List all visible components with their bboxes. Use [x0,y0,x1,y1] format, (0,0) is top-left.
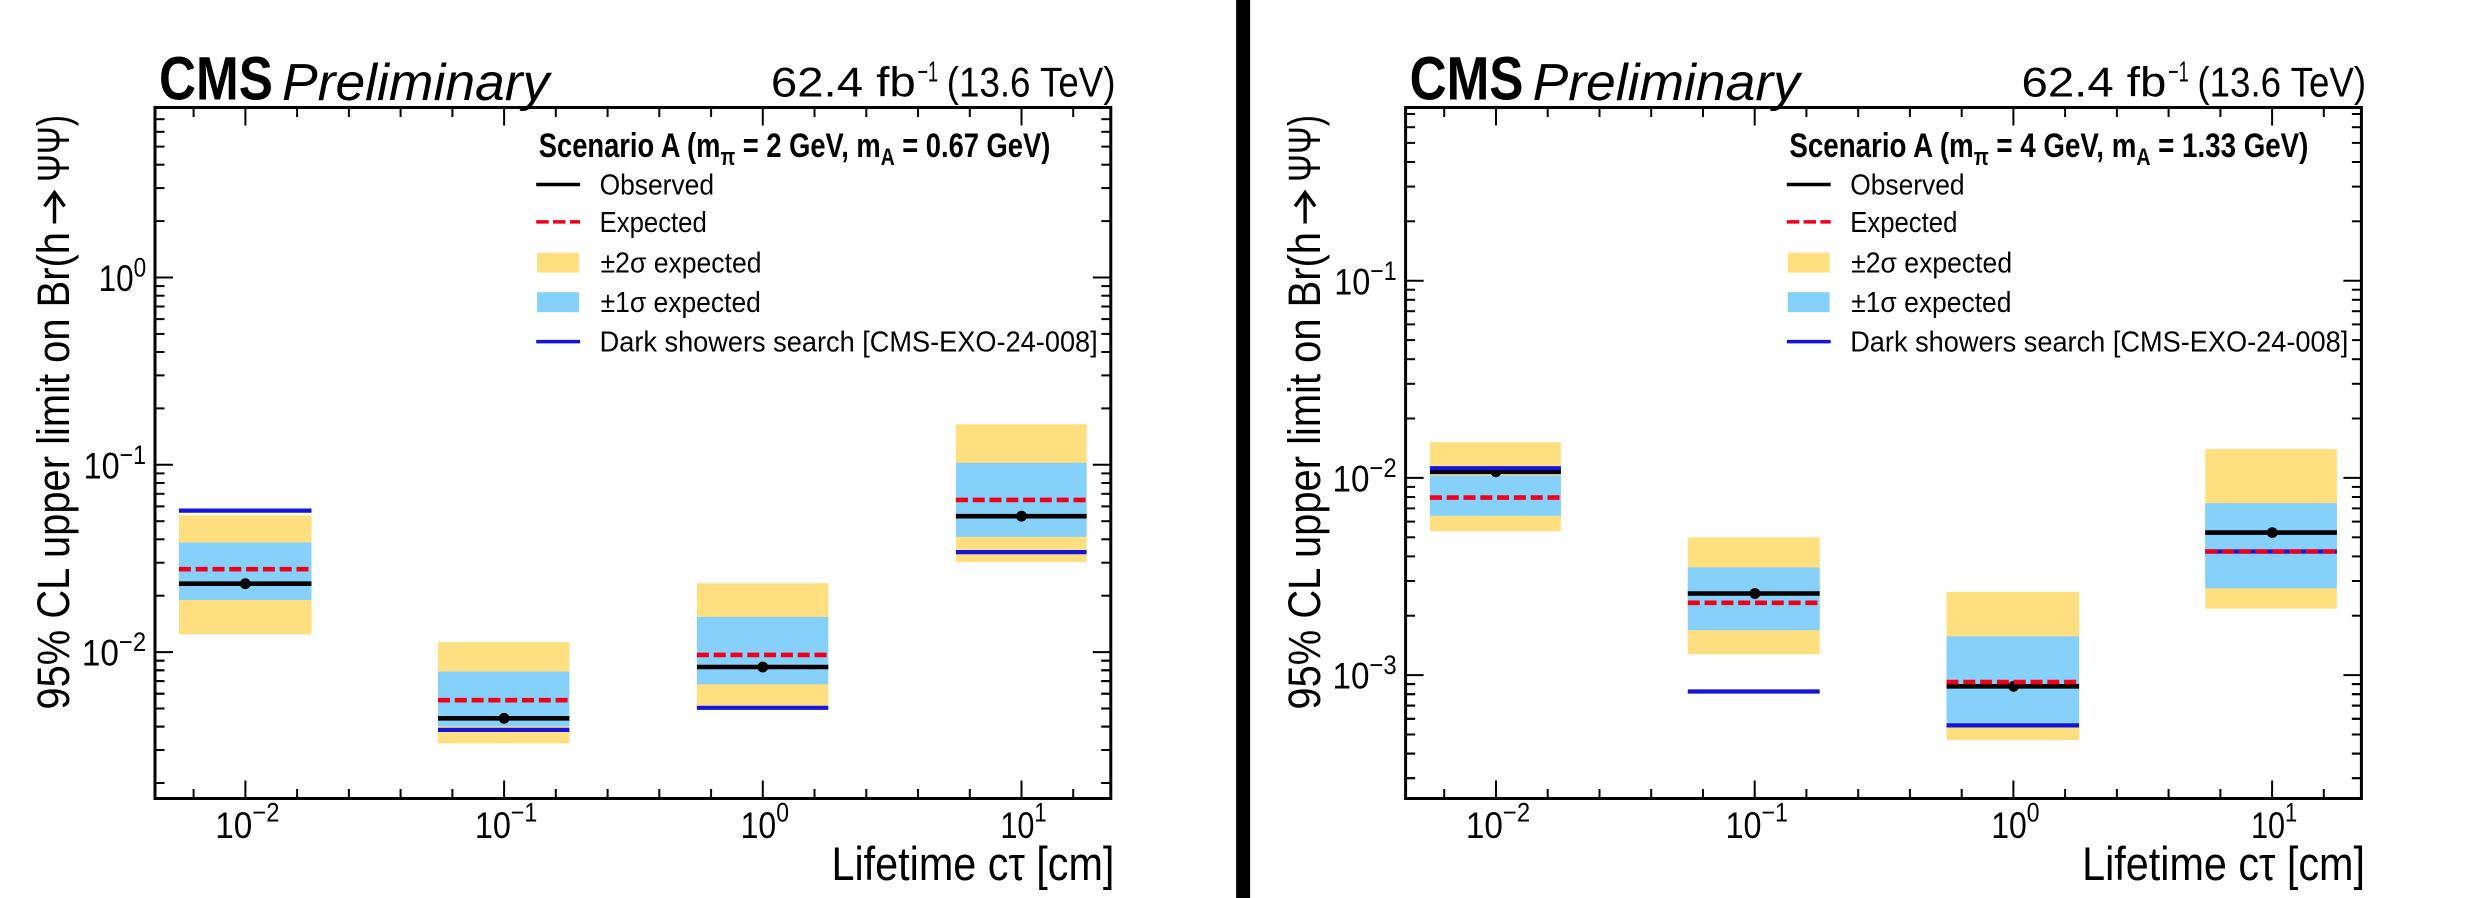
svg-text:Dark showers search [CMS-EXO-2: Dark showers search [CMS-EXO-24-008] [600,327,1098,359]
svg-text:Observed: Observed [600,170,714,202]
svg-text:Preliminary: Preliminary [1533,54,1803,112]
svg-text:10−2: 10−2 [82,627,146,674]
svg-text:(13.6 TeV): (13.6 TeV) [947,59,1116,106]
svg-text:±1σ expected: ±1σ expected [601,287,761,319]
svg-text:Observed: Observed [1850,170,1964,202]
svg-text:62.4 fb: 62.4 fb [2022,59,2167,106]
svg-text:±2σ expected: ±2σ expected [601,248,762,280]
svg-text:95% CL upper limit on Br(h: 95% CL upper limit on Br(h [1279,232,1330,710]
svg-text:±2σ expected: ±2σ expected [1851,248,2012,280]
svg-text:CMS: CMS [159,45,273,113]
svg-text:(13.6 TeV): (13.6 TeV) [2197,59,2366,106]
svg-text:−1: −1 [2168,57,2189,89]
svg-text:10−1: 10−1 [84,440,147,487]
svg-text:95% CL upper limit on Br(h: 95% CL upper limit on Br(h [28,232,79,710]
svg-text:10−1: 10−1 [475,798,538,847]
svg-text:Scenario A (mπ = 2 GeV, mA =: Scenario A (mπ = 2 GeV, mA = 0.67 GeV) [539,127,1051,171]
svg-text:Dark showers search [CMS-EXO-2: Dark showers search [CMS-EXO-24-008] [1850,327,2348,359]
svg-text:−1: −1 [918,57,939,89]
svg-text:CMS: CMS [1410,45,1524,113]
svg-text:±1σ expected: ±1σ expected [1851,287,2011,319]
svg-text:10−1: 10−1 [1725,798,1788,847]
svg-text:ΨΨ): ΨΨ) [1279,115,1330,182]
svg-text:62.4 fb: 62.4 fb [771,59,916,106]
svg-text:Expected: Expected [1850,207,1957,239]
svg-text:ΨΨ): ΨΨ) [28,115,79,182]
svg-text:Expected: Expected [600,207,707,239]
svg-text:Lifetime cτ [cm]: Lifetime cτ [cm] [2082,837,2365,890]
svg-text:Lifetime cτ [cm]: Lifetime cτ [cm] [832,837,1115,890]
svg-text:Scenario A (mπ = 4 GeV, mA =: Scenario A (mπ = 4 GeV, mA = 1.33 GeV) [1789,127,2308,171]
svg-text:Preliminary: Preliminary [282,54,552,112]
